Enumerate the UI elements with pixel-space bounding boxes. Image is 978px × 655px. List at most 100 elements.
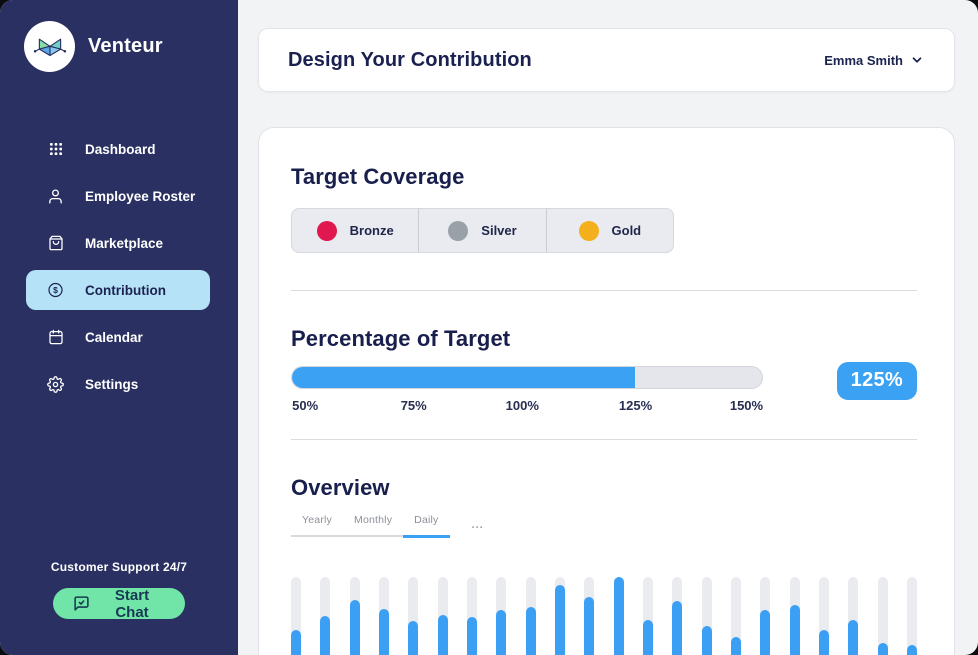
- start-chat-label: Start Chat: [114, 586, 150, 621]
- sidebar-item-settings[interactable]: Settings: [26, 364, 210, 404]
- sidebar-item-marketplace[interactable]: Marketplace: [26, 223, 210, 263]
- chart-bar-fill: [437, 615, 448, 655]
- chart-bar: [466, 577, 477, 655]
- sidebar-item-dashboard[interactable]: Dashboard: [26, 129, 210, 169]
- chart-bar: [613, 577, 624, 655]
- chevron-down-icon: [910, 53, 924, 67]
- chart-bar: [906, 577, 917, 655]
- chart-bar: [877, 577, 888, 655]
- bronze-dot-icon: [316, 220, 337, 241]
- chart-bar: [730, 577, 741, 655]
- page-header-card: Design Your Contribution Emma Smith: [258, 28, 955, 92]
- chart-bar: [320, 577, 331, 655]
- chart-bar-fill: [848, 619, 859, 655]
- chat-check-icon: [73, 595, 90, 612]
- coverage-option-bronze[interactable]: Bronze: [292, 209, 418, 252]
- main-area: Design Your Contribution Emma Smith Targ…: [238, 0, 978, 655]
- chart-bar-fill: [320, 616, 331, 655]
- target-progress-bar: [291, 366, 763, 389]
- chart-bar: [525, 577, 536, 655]
- chart-bar-fill: [554, 584, 565, 655]
- chart-bar-fill: [701, 626, 712, 655]
- scale-tick-150: 150%: [729, 398, 764, 413]
- tab-yearly[interactable]: Yearly: [291, 514, 343, 537]
- progress-wrap: 50% 75% 100% 125% 150%: [291, 366, 763, 414]
- chart-bar-fill: [349, 599, 360, 655]
- sidebar: Venteur Dashboard Employee Roster Marketpl…: [0, 0, 238, 655]
- coverage-option-silver[interactable]: Silver: [418, 209, 545, 252]
- progress-row: 50% 75% 100% 125% 150% 125%: [291, 362, 917, 414]
- chart-bar: [701, 577, 712, 655]
- coverage-option-label: Gold: [611, 223, 642, 238]
- silver-dot-icon: [448, 220, 469, 241]
- sidebar-item-label: Calendar: [85, 329, 143, 345]
- support-text: Customer Support 24/7: [50, 560, 188, 574]
- venteur-logo-icon: [24, 21, 75, 72]
- brand-name: Venteur: [88, 35, 163, 57]
- brand: Venteur: [0, 0, 238, 72]
- chart-bar-fill: [818, 630, 829, 655]
- scale-tick-100: 100%: [505, 398, 539, 413]
- chart-bar: [437, 577, 448, 655]
- progress-fill: [292, 367, 636, 388]
- chart-bar-fill: [672, 601, 683, 655]
- chart-bar-fill: [906, 644, 917, 655]
- content-card: Target Coverage Bronze Silver Gold Percent…: [258, 127, 955, 655]
- overview-tabs: Yearly Monthly Daily...: [291, 514, 917, 538]
- sidebar-item-employee-roster[interactable]: Employee Roster: [26, 176, 210, 216]
- grid-icon: [47, 141, 64, 158]
- page-title: Design Your Contribution: [288, 48, 532, 71]
- chart-bar: [349, 577, 360, 655]
- overview-bar-chart: [291, 577, 917, 655]
- user-name: Emma Smith: [824, 52, 903, 68]
- sidebar-bottom: Customer Support 24/7 Start Chat: [0, 560, 238, 655]
- chart-bar: [584, 577, 595, 655]
- sidebar-item-label: Settings: [85, 376, 139, 392]
- bag-icon: [47, 235, 64, 252]
- coverage-option-gold[interactable]: Gold: [545, 209, 673, 252]
- chart-bar: [408, 577, 419, 655]
- chart-bar-fill: [378, 608, 389, 655]
- dollar-icon: $: [47, 282, 64, 299]
- progress-scale: 50% 75% 100% 125% 150%: [291, 398, 763, 414]
- chart-bar: [378, 577, 389, 655]
- tabs-more-button[interactable]: ...: [471, 519, 484, 531]
- chart-bar-fill: [789, 605, 800, 655]
- scale-tick-75: 75%: [400, 398, 427, 413]
- sidebar-item-calendar[interactable]: Calendar: [26, 317, 210, 357]
- percentage-value-badge: 125%: [836, 362, 917, 400]
- chart-bar-fill: [760, 609, 771, 655]
- sidebar-item-contribution[interactable]: $ Contribution: [26, 270, 210, 310]
- start-chat-button[interactable]: Start Chat: [53, 586, 185, 621]
- coverage-option-label: Bronze: [349, 223, 394, 238]
- chart-bar-fill: [496, 609, 507, 655]
- coverage-segmented-control: Bronze Silver Gold: [291, 208, 674, 253]
- chart-bar-fill: [291, 630, 301, 655]
- sidebar-item-label: Contribution: [85, 282, 166, 298]
- scale-tick-125: 125%: [618, 398, 653, 413]
- sidebar-item-label: Marketplace: [85, 235, 164, 251]
- chart-bar: [496, 577, 507, 655]
- sidebar-item-label: Dashboard: [85, 141, 156, 157]
- chart-bar-fill: [877, 643, 888, 655]
- chart-bar-fill: [584, 597, 595, 655]
- person-icon: [47, 188, 64, 205]
- user-dropdown[interactable]: Emma Smith: [824, 53, 924, 68]
- chart-bar-fill: [408, 620, 419, 655]
- percentage-title: Percentage of Target: [291, 326, 511, 351]
- target-coverage-title: Target Coverage: [291, 164, 465, 189]
- chart-bar: [760, 577, 771, 655]
- chart-bar: [848, 577, 859, 655]
- coverage-option-label: Silver: [481, 223, 517, 238]
- chart-bar-fill: [466, 616, 477, 655]
- chart-bar-fill: [730, 637, 741, 655]
- tab-daily[interactable]: Daily: [403, 514, 450, 538]
- section-divider: [291, 290, 917, 291]
- chart-bar: [291, 577, 301, 655]
- chart-bar: [789, 577, 800, 655]
- chart-bar: [672, 577, 683, 655]
- chart-bar-fill: [613, 577, 624, 655]
- scale-tick-50: 50%: [292, 398, 319, 413]
- tab-monthly[interactable]: Monthly: [343, 514, 404, 537]
